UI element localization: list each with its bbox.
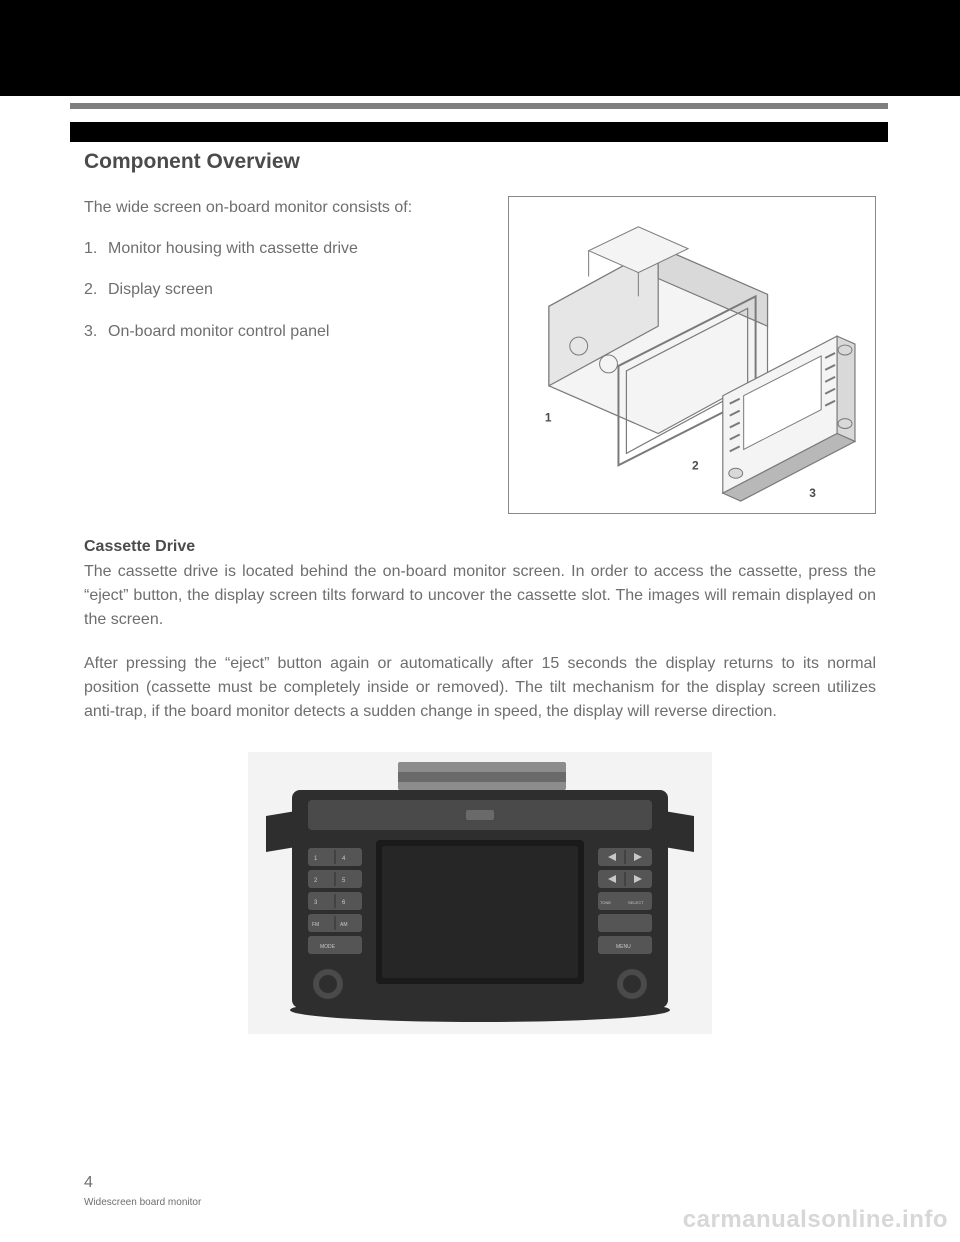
page-root: Component Overview The wide screen on-bo… [0,0,960,1242]
svg-text:SELECT: SELECT [628,900,644,905]
diagram-label-1: 1 [545,411,552,425]
list-number: 2. [84,278,108,301]
diagram-svg: 1 2 3 [509,197,875,513]
list-item: 2. Display screen [84,278,484,301]
list-number: 1. [84,237,108,260]
diagram-label-3: 3 [809,486,816,500]
svg-text:FM: FM [312,922,319,928]
svg-text:MENU: MENU [616,944,631,950]
monitor-photo: 1 4 2 5 3 6 FM AM MODE TONE SELECT MENU [248,752,712,1034]
page-number: 4 [84,1174,93,1192]
cassette-heading: Cassette Drive [84,538,876,556]
list-label: Display screen [108,278,213,301]
exploded-diagram: 1 2 3 [508,196,876,514]
header-black-rule [70,122,888,142]
section-title: Component Overview [84,150,876,174]
list-label: Monitor housing with cassette drive [108,237,358,260]
list-item: 3. On-board monitor control panel [84,320,484,343]
diagram-label-2: 2 [692,458,699,472]
intro-left-column: The wide screen on-board monitor consist… [84,196,484,514]
svg-text:MODE: MODE [320,944,336,950]
cassette-paragraph-2: After pressing the “eject” button again … [84,652,876,724]
watermark: carmanualsonline.info [683,1206,948,1234]
footer-label: Widescreen board monitor [84,1197,201,1208]
svg-text:AM: AM [340,922,348,928]
list-item: 1. Monitor housing with cassette drive [84,237,484,260]
header-black-bar [0,0,960,96]
cassette-paragraph-1: The cassette drive is located behind the… [84,560,876,632]
content-area: Component Overview The wide screen on-bo… [84,150,876,1034]
list-label: On-board monitor control panel [108,320,329,343]
svg-text:TONE: TONE [600,900,611,905]
component-list: 1. Monitor housing with cassette drive 2… [84,237,484,343]
photo-wrap: 1 4 2 5 3 6 FM AM MODE TONE SELECT MENU [84,752,876,1034]
list-number: 3. [84,320,108,343]
header-gray-rule [70,103,888,109]
intro-text: The wide screen on-board monitor consist… [84,196,484,219]
intro-row: The wide screen on-board monitor consist… [84,196,876,514]
